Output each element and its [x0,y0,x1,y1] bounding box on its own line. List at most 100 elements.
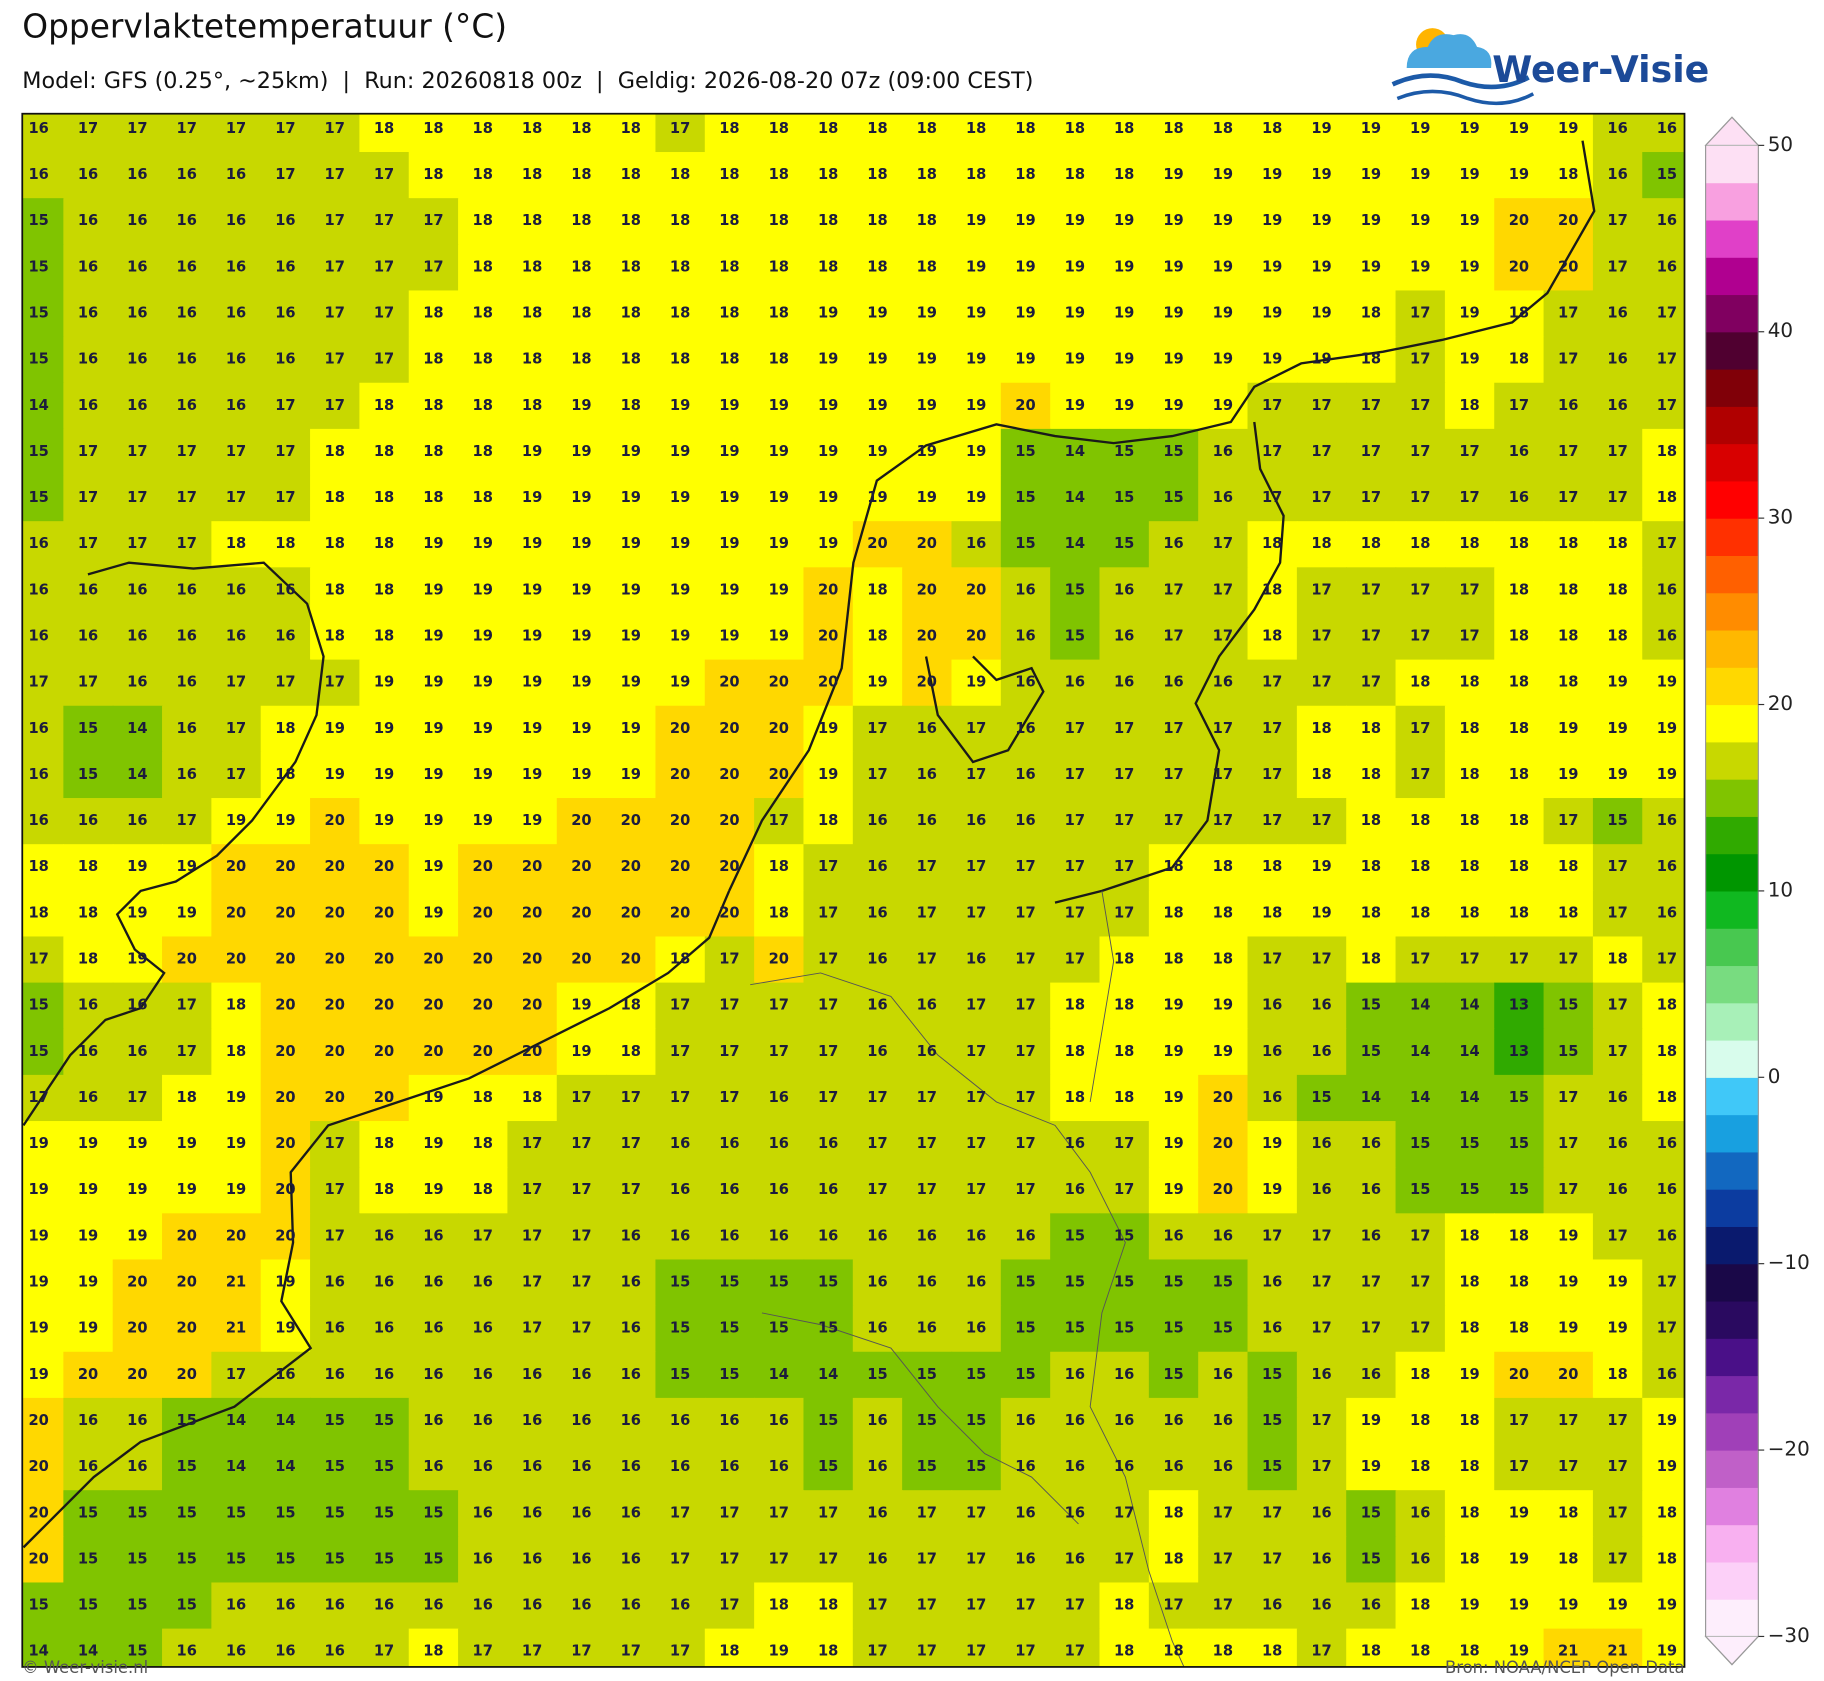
temperature-cell [1247,613,1298,661]
temperature-label: 18 [423,351,443,368]
temperature-cell [1543,798,1594,845]
temperature-cell [310,751,361,799]
temperature-label: 15 [670,1366,690,1383]
temperature-label: 18 [1015,120,1035,137]
temperature-cell [655,152,706,199]
temperature-label: 16 [177,766,197,783]
temperature-label: 19 [769,581,789,598]
temperature-label: 19 [1361,212,1381,229]
colorbar-segment [1705,592,1759,631]
temperature-cell [507,936,558,984]
temperature-label: 17 [522,1227,542,1244]
temperature-label: 16 [522,1412,542,1429]
colorbar-segment [1705,294,1759,333]
temperature-label: 16 [275,351,295,368]
temperature-label: 20 [423,951,443,968]
temperature-label: 17 [1114,1550,1134,1567]
temperature-cell [63,382,114,430]
temperature-label: 16 [867,1504,887,1521]
temperature-cell [754,475,805,522]
temperature-label: 19 [1163,1135,1183,1152]
temperature-label: 16 [719,1227,739,1244]
temperature-label: 15 [28,997,48,1014]
temperature-label: 16 [867,812,887,829]
temperature-label: 15 [1262,1366,1282,1383]
temperature-label: 18 [1065,1043,1085,1060]
temperature-label: 18 [1558,858,1578,875]
temperature-label: 16 [127,1458,147,1475]
temperature-label: 15 [1361,1550,1381,1567]
colorbar-segment [1705,1151,1759,1190]
temperature-cell [951,798,1002,845]
temperature-label: 17 [1607,212,1627,229]
temperature-label: 18 [1509,1227,1529,1244]
colorbar-segment [1705,145,1759,184]
temperature-cell [1494,890,1545,938]
temperature-cell [408,659,459,707]
temperature-label: 19 [966,674,986,691]
temperature-cell [1395,567,1446,615]
temperature-cell [803,290,854,338]
temperature-cell [1000,751,1051,799]
colorbar-tick-label: −10 [1768,1251,1810,1274]
temperature-label: 16 [867,997,887,1014]
temperature-cell [211,751,262,799]
temperature-label: 19 [423,858,443,875]
temperature-cell [1247,844,1298,892]
temperature-cell [1247,244,1298,292]
temperature-label: 17 [670,1550,690,1567]
temperature-cell [260,198,311,246]
temperature-cell [606,567,657,615]
temperature-label: 20 [28,1458,48,1475]
temperature-label: 14 [78,1643,98,1660]
temperature-label: 19 [1114,258,1134,275]
temperature-label: 17 [1114,1181,1134,1198]
temperature-cell [852,567,903,615]
temperature-label: 19 [769,628,789,645]
temperature-label: 15 [867,1366,887,1383]
temperature-label: 18 [1213,858,1233,875]
temperature-cell [507,290,558,338]
temperature-cell [1642,613,1685,661]
temperature-cell [902,290,953,338]
temperature-label: 20 [719,674,739,691]
temperature-label: 19 [1114,351,1134,368]
temperature-label: 20 [275,1227,295,1244]
temperature-cell [556,798,607,845]
temperature-label: 20 [473,997,493,1014]
temperature-label: 18 [325,535,345,552]
temperature-label: 18 [1065,120,1085,137]
temperature-label: 18 [473,489,493,506]
temperature-label: 19 [571,720,591,737]
temperature-label: 17 [1262,397,1282,414]
temperature-label: 19 [1213,212,1233,229]
temperature-cell [63,798,114,845]
temperature-cell [1099,382,1150,430]
temperature-label: 18 [28,904,48,921]
temperature-label: 19 [522,766,542,783]
temperature-cell [1592,751,1643,799]
temperature-cell [704,798,755,845]
temperature-label: 20 [374,1043,394,1060]
temperature-label: 20 [177,951,197,968]
temperature-label: 19 [966,212,986,229]
temperature-label: 20 [275,997,295,1014]
temperature-label: 20 [275,951,295,968]
temperature-label: 19 [522,535,542,552]
temperature-label: 16 [1657,258,1677,275]
temperature-label: 19 [78,1135,98,1152]
temperature-cell [1444,521,1495,569]
temperature-cell [1198,152,1249,199]
temperature-cell [1592,705,1643,753]
temperature-cell [556,152,607,199]
temperature-label: 17 [226,720,246,737]
temperature-cell [1346,382,1397,430]
temperature-label: 19 [1015,258,1035,275]
temperature-label: 19 [917,443,937,460]
temperature-label: 17 [1410,628,1430,645]
temperature-cell [1494,844,1545,892]
temperature-label: 16 [621,1550,641,1567]
temperature-label: 19 [571,581,591,598]
temperature-cell [359,113,410,153]
temperature-label: 17 [818,858,838,875]
